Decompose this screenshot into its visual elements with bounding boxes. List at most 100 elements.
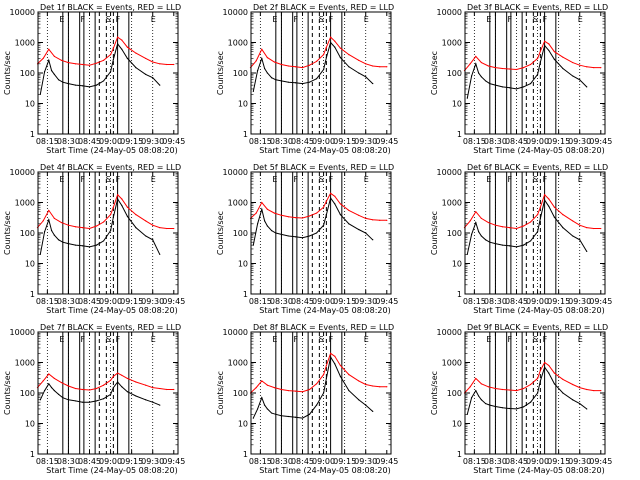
data-point-lld <box>494 224 497 226</box>
data-point-lld <box>88 227 91 230</box>
data-point-lld <box>358 380 360 382</box>
data-point-lld <box>365 383 367 386</box>
y-tick-label: 1 <box>243 130 248 139</box>
data-point-events <box>95 244 98 246</box>
data-point-events <box>508 87 511 89</box>
data-point-events <box>579 402 581 405</box>
data-point-lld <box>294 216 297 219</box>
data-point-events <box>553 58 556 60</box>
data-point-lld <box>88 389 91 391</box>
top-label: E <box>272 175 277 184</box>
data-point-lld <box>42 57 44 60</box>
data-point-events <box>53 73 55 75</box>
data-point-lld <box>74 63 77 65</box>
data-point-events <box>536 231 539 233</box>
data-point-lld <box>280 388 283 391</box>
data-point-lld <box>81 388 84 391</box>
data-point-lld <box>379 219 381 221</box>
y-tick-label: 10000 <box>10 8 35 17</box>
data-point-lld <box>339 47 342 49</box>
x-tick-label: 09:15 <box>333 457 356 466</box>
series-line-events <box>252 41 374 92</box>
data-point-events <box>325 377 327 380</box>
data-point-events <box>548 205 550 207</box>
data-point-events <box>365 404 367 406</box>
y-tick-label: 100 <box>233 69 248 78</box>
data-point-events <box>252 90 254 92</box>
series-line-lld <box>464 40 601 71</box>
data-point-events <box>88 401 91 403</box>
top-label: E <box>364 15 369 24</box>
data-point-events <box>62 241 64 243</box>
data-point-lld <box>152 224 154 226</box>
data-point-lld <box>548 198 550 200</box>
data-point-events <box>67 399 70 401</box>
data-point-lld <box>67 224 70 226</box>
top-label: F <box>293 175 298 184</box>
data-point-events <box>522 244 525 246</box>
series-line-events <box>466 44 588 99</box>
data-point-lld <box>135 52 137 54</box>
top-label: F <box>80 335 85 344</box>
data-point-lld <box>53 217 55 220</box>
data-point-events <box>145 73 147 75</box>
data-point-events <box>348 66 350 68</box>
data-point-lld <box>294 66 297 68</box>
chart-panel-5: Det 5f BLACK = Events, RED = LLDEFSFE110… <box>216 163 398 315</box>
data-point-events <box>529 401 532 403</box>
data-point-events <box>53 389 55 392</box>
data-point-events <box>58 239 60 241</box>
chart-panel-3: Det 3f BLACK = Events, RED = LLDEFSFE110… <box>430 3 612 155</box>
x-axis-label: Start Time (24-May-05 08:08:20) <box>473 306 604 315</box>
y-tick-label: 10000 <box>10 328 35 337</box>
data-point-lld <box>600 227 602 230</box>
top-label: F <box>507 175 512 184</box>
y-tick-label: 100 <box>447 229 462 238</box>
data-point-events <box>112 58 114 60</box>
x-axis-label: Start Time (24-May-05 08:08:20) <box>46 146 177 155</box>
x-tick-label: 09:00 <box>99 297 122 306</box>
x-tick-label: 08:45 <box>291 457 314 466</box>
plot-frame <box>250 171 392 295</box>
x-tick-label: 08:30 <box>270 457 293 466</box>
data-point-lld <box>315 383 318 385</box>
data-point-lld <box>81 227 84 229</box>
y-axis-label: Counts/sec <box>430 211 439 255</box>
data-point-events <box>294 82 297 84</box>
data-point-lld <box>386 219 388 221</box>
top-label: E <box>578 175 583 184</box>
data-point-events <box>339 56 342 59</box>
data-point-events <box>81 85 84 87</box>
data-point-lld <box>60 59 63 61</box>
data-point-lld <box>379 66 381 68</box>
chart-panel-6: Det 6f BLACK = Events, RED = LLDEFSFE110… <box>430 163 612 315</box>
data-point-events <box>485 239 487 241</box>
y-tick-label: 10000 <box>10 168 35 177</box>
data-point-lld <box>572 61 574 64</box>
data-point-lld <box>166 227 168 230</box>
data-point-events <box>475 63 477 65</box>
data-point-lld <box>329 352 332 354</box>
x-tick-label: 08:30 <box>484 137 507 146</box>
data-point-events <box>287 415 290 418</box>
data-point-events <box>485 80 487 82</box>
data-point-events <box>280 233 283 235</box>
data-point-lld <box>60 221 63 224</box>
data-point-events <box>308 81 311 83</box>
data-point-lld <box>116 372 119 374</box>
y-tick-label: 10000 <box>437 328 462 337</box>
data-point-lld <box>301 67 304 69</box>
chart-title: Det 1f BLACK = Events, RED = LLD <box>40 3 181 12</box>
data-point-events <box>334 203 336 205</box>
x-tick-label: 08:45 <box>505 297 528 306</box>
data-point-lld <box>508 389 511 391</box>
data-point-events <box>275 413 277 415</box>
x-tick-label: 08:45 <box>291 137 314 146</box>
data-point-events <box>43 389 46 392</box>
data-point-lld <box>145 220 147 222</box>
data-point-lld <box>121 374 123 376</box>
data-point-events <box>48 219 50 221</box>
x-tick-label: 09:00 <box>99 137 122 146</box>
data-point-lld <box>145 57 147 60</box>
data-point-lld <box>287 389 290 392</box>
